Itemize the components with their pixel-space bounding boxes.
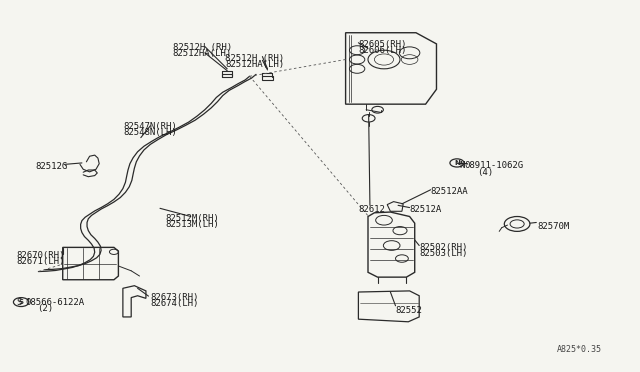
Text: 82674(LH): 82674(LH)	[150, 299, 199, 308]
Text: 82552: 82552	[396, 306, 422, 315]
Text: 82513M(LH): 82513M(LH)	[165, 220, 219, 229]
Text: 82502(RH): 82502(RH)	[419, 243, 468, 251]
Text: 82605(RH): 82605(RH)	[358, 40, 407, 49]
Text: N: N	[454, 160, 460, 166]
Text: 08911-1062G: 08911-1062G	[465, 161, 524, 170]
Text: A825*0.35: A825*0.35	[557, 345, 602, 354]
Text: 82547N(RH): 82547N(RH)	[123, 122, 177, 131]
Text: 82570M: 82570M	[538, 222, 570, 231]
Text: 82512M(RH): 82512M(RH)	[165, 214, 219, 223]
Text: S: S	[16, 298, 21, 307]
Text: (4): (4)	[477, 168, 493, 177]
Text: (2): (2)	[37, 304, 53, 313]
Text: 82548N(LH): 82548N(LH)	[123, 128, 177, 137]
Text: 82606(LH): 82606(LH)	[358, 46, 407, 55]
Text: 82512HA(LH): 82512HA(LH)	[173, 49, 232, 58]
Text: 82512HA(LH): 82512HA(LH)	[225, 60, 284, 69]
Text: 82512H (RH): 82512H (RH)	[173, 43, 232, 52]
Text: 82670(RH): 82670(RH)	[16, 251, 65, 260]
Text: N: N	[460, 161, 465, 170]
Text: 82512A: 82512A	[410, 205, 442, 214]
Text: 82503(LH): 82503(LH)	[419, 249, 468, 258]
Text: 82512AA: 82512AA	[431, 187, 468, 196]
Text: 82671(LH): 82671(LH)	[16, 257, 65, 266]
Text: S: S	[19, 299, 24, 305]
Text: 82512H (RH): 82512H (RH)	[225, 54, 284, 63]
Text: 82512G: 82512G	[35, 162, 67, 171]
Text: 82612: 82612	[358, 205, 385, 214]
Text: 08566-6122A: 08566-6122A	[26, 298, 84, 307]
Text: 82673(RH): 82673(RH)	[150, 293, 199, 302]
